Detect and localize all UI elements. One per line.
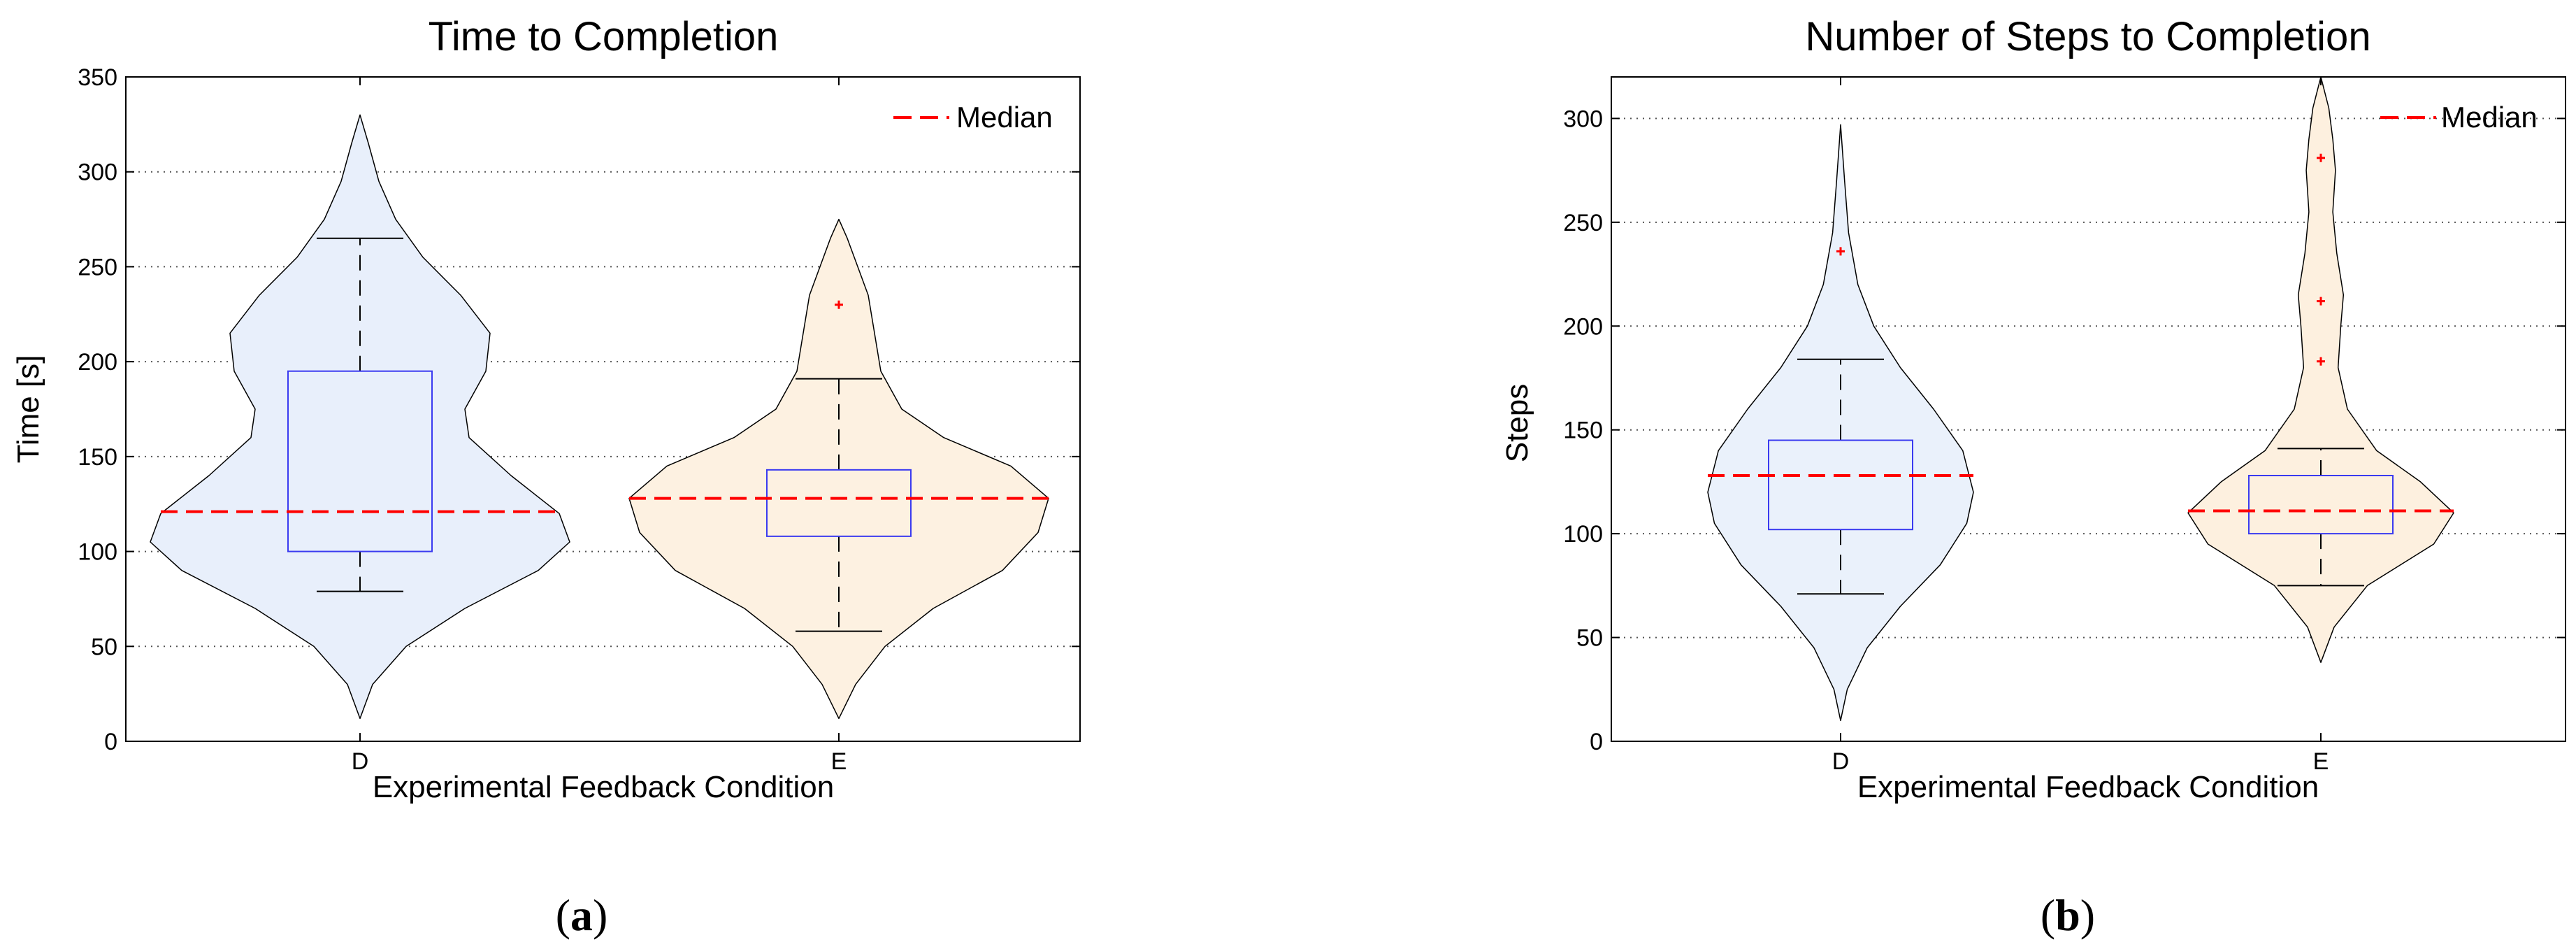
chart-a-ytick-label: 100 <box>78 539 117 566</box>
chart-a-xtick-label: E <box>831 748 847 775</box>
chart-b-ytick-label: 200 <box>1563 313 1603 340</box>
panel-a: Time to Completion 0 50 100 150 200 250 300 350… <box>11 14 1081 804</box>
chart-a-ylabel: Time [s] <box>11 355 45 464</box>
chart-b-ytick-label: 150 <box>1563 418 1603 444</box>
chart-a-ytick-label: 200 <box>78 349 117 376</box>
chart-a-violins <box>150 114 1049 720</box>
chart-b-ytick-label: 100 <box>1563 521 1603 548</box>
chart-b-legend-label: Median <box>2441 101 2538 134</box>
chart-b-legend: Median <box>2380 101 2538 134</box>
iqr-box-a-E <box>766 469 912 537</box>
chart-b-xtick-label: D <box>1832 748 1850 775</box>
outlier-b-D <box>1836 247 1845 256</box>
violin-b-D <box>1707 124 1974 722</box>
outlier-b-E <box>2317 153 2325 162</box>
caption-b-letter: b <box>2055 890 2080 940</box>
violin-b-E <box>2187 76 2454 663</box>
chart-a-plot-frame <box>125 76 1081 742</box>
chart-a-ytick-label: 0 <box>104 729 117 755</box>
violin-a-D <box>150 114 570 720</box>
chart-b-ytick-label: 0 <box>1590 729 1603 755</box>
chart-b-ytick-label: 250 <box>1563 210 1603 236</box>
outlier-b-E <box>2317 357 2325 366</box>
chart-a-y-ticks: 0 50 100 150 200 250 300 350 <box>78 64 1080 755</box>
caption-a-letter: a <box>570 890 593 940</box>
iqr-box-b-D <box>1768 439 1913 531</box>
caption-a: (a) <box>556 890 608 940</box>
chart-a-ytick-label: 150 <box>78 444 117 471</box>
chart-a-legend: Median <box>893 101 1053 134</box>
chart-a-ytick-label: 250 <box>78 254 117 280</box>
outlier-b-E <box>2317 297 2325 306</box>
chart-b-xlabel: Experimental Feedback Condition <box>1857 770 2319 804</box>
chart-a-legend-label: Median <box>956 101 1053 134</box>
chart-a-title: Time to Completion <box>429 14 779 59</box>
chart-a-ytick-label: 350 <box>78 64 117 91</box>
iqr-box-a-D <box>287 370 433 552</box>
chart-a-xlabel: Experimental Feedback Condition <box>373 770 834 804</box>
chart-b-title: Number of Steps to Completion <box>1805 14 2370 59</box>
outlier-a-E <box>835 300 843 309</box>
chart-b-plot-frame <box>1611 76 2566 742</box>
chart-b-ytick-label: 300 <box>1563 106 1603 132</box>
chart-a-ytick-label: 300 <box>78 159 117 186</box>
chart-a-ytick-label: 50 <box>91 634 117 660</box>
caption-b: (b) <box>2041 890 2095 940</box>
chart-b-ytick-label: 50 <box>1576 625 1603 652</box>
chart-a-xtick-label: D <box>352 748 369 775</box>
iqr-box-b-E <box>2248 475 2394 535</box>
chart-b-ylabel: Steps <box>1500 384 1534 463</box>
chart-b-xtick-label: E <box>2313 748 2329 775</box>
panel-b: Number of Steps to Completion 0 50 100 150 2… <box>1500 14 2566 804</box>
chart-b-y-ticks: 0 50 100 150 200 250 300 <box>1563 106 2566 755</box>
chart-b-violins <box>1707 76 2454 722</box>
